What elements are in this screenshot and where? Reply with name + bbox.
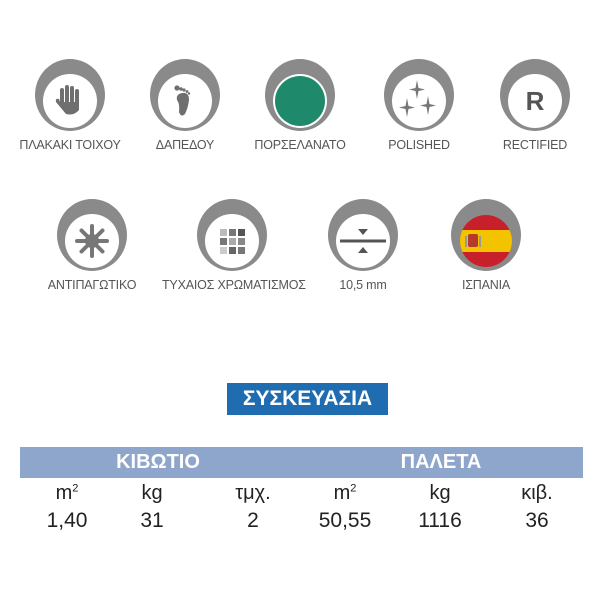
hand-icon — [35, 59, 105, 131]
feature-origin-spain: ΙΣΠΑΝΙΑ — [416, 198, 556, 292]
svg-text:R: R — [526, 86, 545, 116]
feature-frost-resistant: ΑΝΤΙΠΑΓΩΤΙΚΟ — [22, 198, 162, 292]
value-cell: 31 — [140, 509, 164, 532]
foot-icon — [150, 59, 220, 131]
feature-label: ΤΥΧΑΙΟΣ ΧΡΩΜΑΤΙΣΜΟΣ — [162, 278, 306, 292]
value-cell: 1116 — [418, 509, 462, 532]
color-grid-icon — [197, 199, 267, 271]
feature-label: ΙΣΠΑΝΙΑ — [461, 278, 510, 292]
r-letter-icon: R — [500, 59, 570, 131]
snowflake-icon — [57, 199, 127, 271]
feature-label: RECTIFIED — [502, 138, 568, 152]
unit-cell: kg — [429, 482, 451, 504]
feature-porcelain: ΠΟΡΣΕΛΑΝΑΤΟ — [230, 58, 370, 152]
feature-label: ΠΟΡΣΕΛΑΝΑΤΟ — [254, 138, 346, 152]
feature-floor: ΔΑΠΕΔΟΥ — [115, 58, 255, 152]
thickness-icon — [328, 199, 398, 271]
value-cell: 1,40 — [46, 509, 88, 532]
feature-label: ΔΑΠΕΔΟΥ — [155, 138, 215, 152]
group-pallet-header: ΠΑΛΕΤΑ — [400, 451, 482, 473]
unit-cell: m2 — [55, 482, 79, 504]
unit-cell: κιβ. — [521, 482, 553, 504]
unit-cell: τμχ. — [235, 482, 271, 504]
feature-label: ΠΛΑΚΑΚΙ ΤΟΙΧΟΥ — [19, 138, 121, 152]
green-circle-icon — [265, 59, 335, 131]
unit-cell: kg — [141, 482, 163, 504]
unit-cell: m2 — [333, 482, 357, 504]
value-cell: 2 — [247, 509, 259, 532]
value-cell: 50,55 — [318, 509, 372, 532]
packaging-title: ΣΥΣΚΕΥΑΣΙΑ — [227, 383, 388, 415]
feature-random-color: ΤΥΧΑΙΟΣ ΧΡΩΜΑΤΙΣΜΟΣ — [162, 198, 306, 292]
feature-label: 10,5 mm — [339, 278, 387, 292]
feature-rectified: R RECTIFIED — [465, 58, 600, 152]
spain-flag-icon — [451, 199, 521, 271]
feature-polished: POLISHED — [349, 58, 489, 152]
value-cell: 36 — [525, 509, 549, 532]
sparkles-icon — [384, 59, 454, 131]
packaging-header-bar: ΚΙΒΩΤΙΟ ΠΑΛΕΤΑ — [20, 447, 583, 478]
feature-label: POLISHED — [388, 138, 450, 152]
feature-label: ΑΝΤΙΠΑΓΩΤΙΚΟ — [47, 278, 137, 292]
feature-thickness: 10,5 mm — [293, 198, 433, 292]
feature-wall-tile: ΠΛΑΚΑΚΙ ΤΟΙΧΟΥ — [0, 58, 140, 152]
group-box-header: ΚΙΒΩΤΙΟ — [116, 451, 200, 473]
